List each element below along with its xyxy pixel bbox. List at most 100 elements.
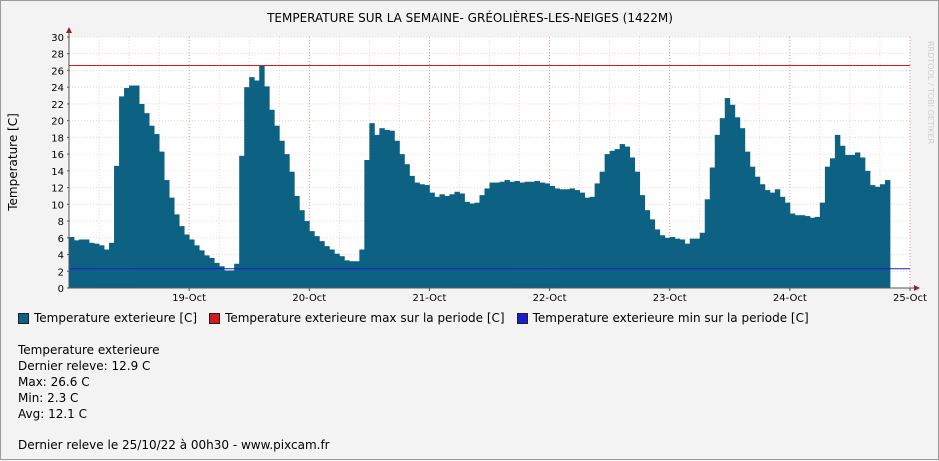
y-tick-label: 8 <box>58 217 64 228</box>
temperature-bar <box>309 231 315 288</box>
temperature-bar <box>424 185 430 288</box>
temperature-bar <box>584 197 591 288</box>
temperature-bar <box>269 109 275 288</box>
temperature-bar <box>484 188 490 288</box>
temperature-bar <box>279 140 285 288</box>
temperature-bar <box>399 154 405 288</box>
temperature-bar <box>349 261 355 288</box>
temperature-bar <box>244 87 250 288</box>
temperature-bar <box>779 196 786 288</box>
x-tick-label: 21-Oct <box>412 293 446 304</box>
stats-block: Temperature exterieure Dernier releve: 1… <box>18 342 160 422</box>
stats-min: Min: 2.3 C <box>18 391 79 405</box>
temperature-bar <box>654 229 661 288</box>
temperature-bar <box>829 158 836 288</box>
legend-label-temperature: Temperature exterieure [C] <box>34 311 198 325</box>
temperature-bar <box>574 190 581 288</box>
temperature-bar <box>704 199 711 288</box>
temperature-bar <box>224 270 230 288</box>
temperature-bar <box>794 215 801 288</box>
temperature-bar <box>154 134 160 288</box>
temperature-bar <box>294 195 300 288</box>
temperature-bar <box>314 236 320 288</box>
x-tick-label: 24-Oct <box>773 293 807 304</box>
temperature-bar <box>364 159 370 288</box>
y-tick-label: 22 <box>51 100 64 111</box>
rrdtool-watermark: RRDTOOL / TOBI OETIKER <box>926 41 935 145</box>
stats-avg: Avg: 12.1 C <box>18 407 87 421</box>
temperature-bar <box>739 128 746 288</box>
stats-heading: Temperature exterieure <box>18 343 160 357</box>
temperature-bar <box>639 195 646 288</box>
temperature-bar <box>229 270 235 288</box>
temperature-bar <box>159 151 165 288</box>
legend-item-temperature: Temperature exterieure [C] <box>18 311 197 325</box>
temperature-bar <box>664 237 671 288</box>
temperature-bar <box>474 202 480 288</box>
temperature-bar <box>624 146 631 288</box>
temperature-bar <box>434 196 440 288</box>
temperature-bar <box>469 203 475 288</box>
temperature-bar <box>864 170 871 288</box>
temperature-bar <box>744 151 751 288</box>
y-axis-label: Temperature [C] <box>6 113 20 212</box>
temperature-bar <box>254 80 260 288</box>
temperature-bar <box>694 238 701 288</box>
stats-last-reading: Dernier releve: 12.9 C <box>18 359 151 373</box>
temperature-bar <box>119 96 125 288</box>
temperature-bar <box>564 189 570 288</box>
y-tick-label: 16 <box>51 150 64 161</box>
temperature-bar <box>464 201 470 288</box>
temperature-bar <box>604 154 611 288</box>
temperature-bar <box>164 180 170 288</box>
temperature-bar <box>884 180 891 288</box>
temperature-bar <box>844 154 851 288</box>
temperature-bar <box>369 123 375 288</box>
temperature-bar <box>334 253 340 288</box>
temperature-bar <box>539 182 545 288</box>
temperature-bar <box>669 236 676 288</box>
temperature-bar <box>534 180 540 288</box>
temperature-bar <box>284 154 290 288</box>
temperature-bar <box>769 192 776 288</box>
temperature-bar <box>429 192 435 288</box>
temperature-bar <box>719 118 726 288</box>
temperature-bar <box>129 85 135 288</box>
temperature-bar <box>554 188 560 288</box>
temperature-bar <box>194 245 200 288</box>
legend-label-min: Temperature exterieure min sur la period… <box>532 311 809 325</box>
temperature-bar <box>649 219 656 288</box>
temperature-bar <box>299 210 305 288</box>
temperature-bar <box>249 77 255 288</box>
y-tick-label: 24 <box>51 83 64 94</box>
temperature-bar <box>799 215 806 288</box>
stats-max: Max: 26.6 C <box>18 375 90 389</box>
temperature-bar <box>814 216 821 288</box>
temperature-bar <box>459 193 465 288</box>
legend-swatch-min <box>516 312 528 324</box>
temperature-bar <box>874 186 881 288</box>
temperature-bar <box>274 125 280 288</box>
temperature-bar <box>579 192 586 288</box>
temperature-bar <box>149 125 155 288</box>
temperature-bar <box>74 240 80 288</box>
x-tick-label: 25-Oct <box>893 293 927 304</box>
temperature-bar <box>834 134 841 288</box>
temperature-bar <box>259 65 265 289</box>
temperature-bar <box>589 196 596 288</box>
temperature-bar <box>849 154 856 288</box>
temperature-bar <box>819 202 826 288</box>
temperature-bar <box>679 239 686 288</box>
temperature-bar <box>674 238 681 288</box>
temperature-bar <box>609 150 616 288</box>
temperature-bar <box>139 103 145 288</box>
temperature-bar <box>444 195 450 288</box>
temperature-bar <box>754 176 761 288</box>
temperature-bar <box>89 242 95 288</box>
y-tick-label: 10 <box>51 200 64 211</box>
temperature-bar <box>629 157 636 288</box>
temperature-bar <box>519 182 525 288</box>
temperature-bar <box>374 134 380 288</box>
